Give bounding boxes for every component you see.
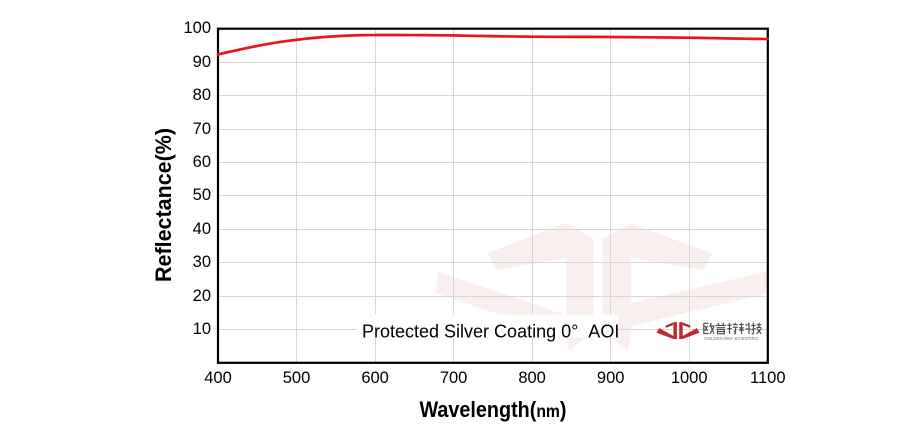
svg-text:900: 900 bbox=[597, 369, 625, 387]
svg-text:30: 30 bbox=[193, 253, 211, 271]
svg-text:Protected Silver Coating 0° A: Protected Silver Coating 0° AOI bbox=[362, 321, 619, 341]
svg-text:400: 400 bbox=[204, 369, 232, 387]
svg-text:100: 100 bbox=[183, 19, 211, 37]
svg-text:80: 80 bbox=[193, 86, 211, 104]
svg-text:GOLDEN WAY SCIENTIFIC: GOLDEN WAY SCIENTIFIC bbox=[704, 336, 759, 342]
svg-text:60: 60 bbox=[193, 153, 211, 171]
svg-text:50: 50 bbox=[193, 186, 211, 204]
svg-text:70: 70 bbox=[193, 120, 211, 138]
svg-text:90: 90 bbox=[193, 53, 211, 71]
svg-text:1000: 1000 bbox=[671, 369, 708, 387]
svg-text:10: 10 bbox=[193, 320, 211, 338]
svg-text:600: 600 bbox=[361, 369, 389, 387]
svg-text:700: 700 bbox=[440, 369, 468, 387]
svg-text:Wavelength(nm): Wavelength(nm) bbox=[420, 397, 567, 422]
svg-text:500: 500 bbox=[283, 369, 311, 387]
svg-text:Reflectance(%): Reflectance(%) bbox=[151, 128, 176, 282]
svg-text:20: 20 bbox=[193, 287, 211, 305]
svg-text:40: 40 bbox=[193, 220, 211, 238]
svg-text:1100: 1100 bbox=[750, 369, 785, 387]
svg-text:800: 800 bbox=[518, 369, 546, 387]
